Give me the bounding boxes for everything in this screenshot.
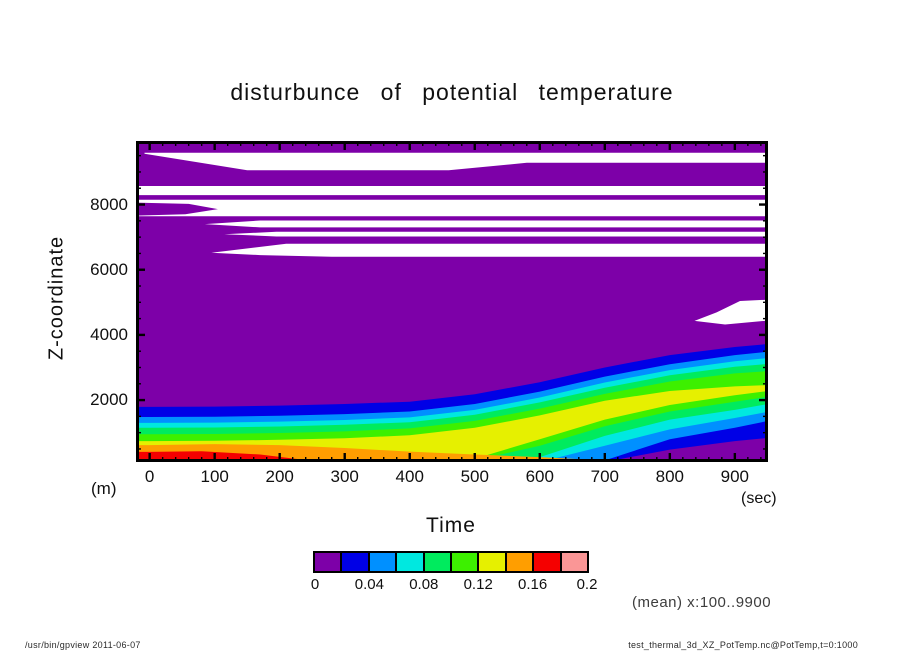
colorbar-cell-9 xyxy=(559,551,590,573)
y-axis-unit: (m) xyxy=(91,479,117,498)
contour-band-ge-0.12 xyxy=(136,385,768,462)
colorbar xyxy=(313,551,590,573)
colorbar-cell-0 xyxy=(313,551,343,573)
x-axis-title: Time xyxy=(426,514,476,537)
x-tick-label-400: 400 xyxy=(395,467,424,486)
white-region-wedge-right-4700 xyxy=(694,299,768,325)
white-region-stripe-7900 xyxy=(136,199,768,217)
colorbar-cell-2 xyxy=(367,551,398,573)
footer-data-source: test_thermal_3d_XZ_PotTemp.nc@PotTemp,t=… xyxy=(628,640,858,650)
x-tick-label-200: 200 xyxy=(265,467,294,486)
colorbar-label-0.12: 0.12 xyxy=(463,576,493,593)
footer-command-date: /usr/bin/gpview 2011-06-07 xyxy=(25,640,141,650)
y-tick-label-8000: 8000 xyxy=(90,194,128,214)
y-axis-title: Z-coordinate xyxy=(45,235,68,361)
x-tick-label-800: 800 xyxy=(655,467,684,486)
x-tick-label-100: 100 xyxy=(200,467,229,486)
x-tick-label-0: 0 xyxy=(144,467,155,486)
chart-title: disturbunce of potential temperature xyxy=(230,79,674,105)
contour-plot xyxy=(136,141,768,462)
colorbar-cell-5 xyxy=(450,551,480,573)
colorbar-cell-4 xyxy=(422,551,453,573)
white-region-stripe-7400 xyxy=(204,220,768,228)
mean-range-annotation: (mean) x:100..9900 xyxy=(632,594,772,611)
colorbar-label-0.04: 0.04 xyxy=(354,576,384,593)
purple-patch-left-blob-7900 xyxy=(136,202,218,216)
x-tick-label-900: 900 xyxy=(720,467,750,486)
white-region-stripe-7090 xyxy=(224,231,768,237)
x-tick-label-500: 500 xyxy=(460,467,489,486)
colorbar-label-0.2: 0.2 xyxy=(576,576,598,593)
y-tick-label-4000: 4000 xyxy=(90,324,128,344)
white-region-stripe-6600 xyxy=(211,243,768,257)
y-tick-label-2000: 2000 xyxy=(90,390,128,410)
x-tick-label-300: 300 xyxy=(330,467,359,486)
colorbar-label-0.08: 0.08 xyxy=(409,576,439,593)
white-region-stripe-8400 xyxy=(136,186,768,196)
colorbar-label-0: 0 xyxy=(310,576,320,593)
plot-frame xyxy=(136,141,768,462)
x-axis-unit: (sec) xyxy=(741,490,777,507)
y-tick-label-6000: 6000 xyxy=(90,259,128,279)
colorbar-cell-8 xyxy=(532,551,562,573)
colorbar-cell-6 xyxy=(477,551,507,573)
x-tick-label-700: 700 xyxy=(590,467,619,486)
colorbar-label-0.16: 0.16 xyxy=(517,576,548,593)
colorbar-cell-1 xyxy=(340,551,370,573)
x-tick-label-600: 600 xyxy=(525,467,554,486)
contour-band-ge-0.1 xyxy=(136,371,768,462)
white-region-stripe-9300 xyxy=(144,152,768,171)
colorbar-cell-7 xyxy=(504,551,535,573)
colorbar-cell-3 xyxy=(395,551,425,573)
